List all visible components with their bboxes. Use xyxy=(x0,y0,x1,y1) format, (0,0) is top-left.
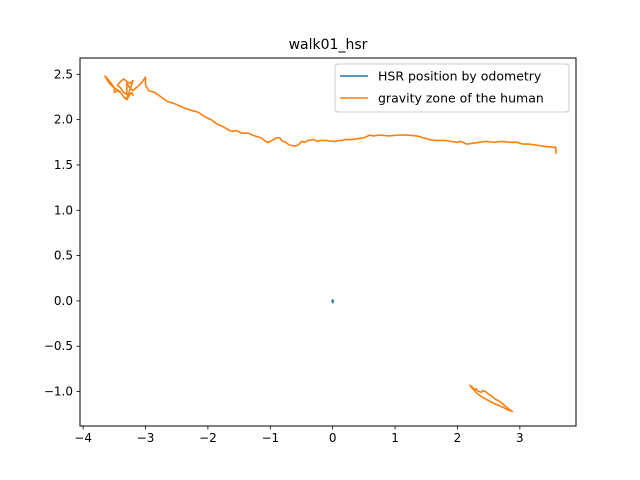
series-line-gravity-zone xyxy=(469,384,514,413)
y-tick-label: 2.0 xyxy=(54,113,73,127)
x-tick-label: −1 xyxy=(261,431,279,445)
y-tick-label: 2.5 xyxy=(54,67,73,81)
y-tick-label: −1.0 xyxy=(44,385,73,399)
x-tick-label: −2 xyxy=(199,431,217,445)
legend: HSR position by odometry gravity zone of… xyxy=(334,63,570,113)
axes-ticks: −4 −3 −2 −1 0 1 2 3 −1.0 −0.5 0.0 0.5 1.0 1.5 2.0 2.5 xyxy=(44,67,524,445)
chart-title: walk01_hsr xyxy=(289,37,368,53)
x-tick-label: 0 xyxy=(329,431,337,445)
x-tick-label: −4 xyxy=(74,431,92,445)
x-tick-label: 1 xyxy=(391,431,399,445)
legend-label-gravity-zone: gravity zone of the human xyxy=(378,91,544,106)
y-tick-label: −0.5 xyxy=(44,339,73,353)
series-line-hsr-odometry xyxy=(331,299,335,304)
x-tick-label: −3 xyxy=(137,431,155,445)
y-tick-label: 0.5 xyxy=(54,249,73,263)
y-tick-label: 1.0 xyxy=(54,203,73,217)
series-line-gravity-zone xyxy=(104,75,557,154)
legend-label-hsr-odometry: HSR position by odometry xyxy=(378,69,542,84)
x-tick-label: 3 xyxy=(516,431,524,445)
axes-frame xyxy=(79,57,577,427)
y-tick-label: 1.5 xyxy=(54,158,73,172)
x-tick-label: 2 xyxy=(454,431,462,445)
plot-area xyxy=(104,75,557,413)
y-tick-label: 0.0 xyxy=(54,294,73,308)
legend-box xyxy=(334,63,570,113)
